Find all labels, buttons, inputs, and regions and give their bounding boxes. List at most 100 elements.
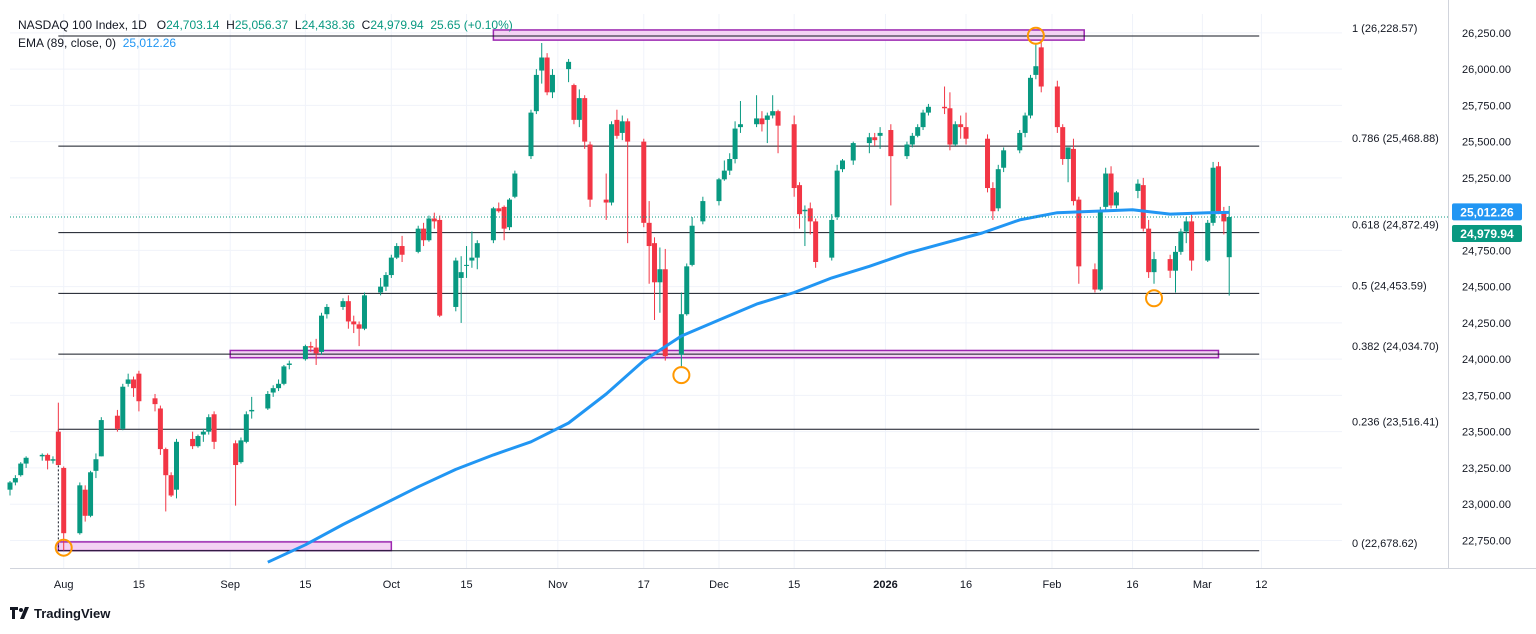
- x-tick-label: Dec: [709, 579, 729, 591]
- candle-body: [82, 489, 88, 516]
- y-tick-label: 25,250.00: [1462, 173, 1511, 185]
- candle-body: [163, 449, 169, 476]
- candle-body: [345, 301, 351, 322]
- candle-body: [131, 379, 137, 389]
- candle-body: [383, 275, 389, 287]
- candle-body: [265, 393, 271, 409]
- candle-body: [1092, 269, 1098, 290]
- legend-symbol: NASDAQ 100 Index, 1D: [18, 18, 147, 32]
- candle-body: [872, 137, 878, 141]
- y-tick-label: 25,500.00: [1462, 137, 1511, 149]
- candle-body: [490, 208, 496, 241]
- candle-body: [356, 324, 362, 329]
- candle-body: [98, 420, 104, 457]
- candle-body: [1146, 228, 1152, 273]
- candle-body: [1151, 259, 1157, 273]
- candle-body: [378, 286, 384, 293]
- candle-body: [39, 454, 45, 457]
- x-tick-label: Mar: [1193, 579, 1212, 591]
- tradingview-brand[interactable]: TradingView: [10, 606, 110, 621]
- x-tick-label: 16: [960, 579, 972, 591]
- x-tick-label: Nov: [548, 579, 568, 591]
- candle-body: [426, 218, 432, 241]
- candle-body: [1076, 199, 1082, 267]
- candle-body: [437, 219, 443, 316]
- candle-body: [1001, 150, 1007, 168]
- candle-body: [1017, 132, 1023, 151]
- ema-price-tag: [1452, 203, 1522, 221]
- candle-body: [324, 306, 330, 315]
- legend-low: 24,438.36: [301, 18, 355, 32]
- x-tick-label: 15: [299, 579, 311, 591]
- candle-body: [388, 257, 394, 276]
- candle-body: [77, 485, 83, 534]
- candle-body: [657, 269, 663, 283]
- candle-body: [249, 409, 255, 412]
- x-tick-label: 15: [133, 579, 145, 591]
- candle-body: [88, 472, 94, 516]
- legend-high: 25,056.37: [234, 18, 289, 32]
- candle-body: [174, 441, 179, 490]
- candle-body: [952, 124, 958, 145]
- candle-body: [512, 173, 518, 197]
- fib-level-label: 0.236 (23,516.41): [1352, 416, 1439, 428]
- candle-body: [206, 417, 212, 432]
- candle-body: [23, 457, 29, 464]
- candle-body: [507, 199, 512, 228]
- candle-body: [727, 159, 733, 171]
- last-price-label: 24,979.94: [1460, 227, 1514, 241]
- candle-body: [700, 201, 706, 222]
- candle-body: [243, 414, 249, 442]
- candle-body: [646, 222, 652, 247]
- candle-body: [458, 272, 464, 278]
- candle-body: [1205, 222, 1211, 261]
- candle-body: [1215, 166, 1221, 212]
- candle-body: [834, 170, 840, 218]
- candle-body: [474, 243, 480, 258]
- candle-body: [464, 264, 470, 266]
- axes: 26,250.00 26,000.00 25,750.00 25,500.00 25,2…: [10, 0, 1536, 591]
- candle-body: [286, 363, 292, 365]
- candle-body: [662, 269, 668, 357]
- x-tick-label: Feb: [1042, 579, 1061, 591]
- candle-body: [963, 127, 969, 139]
- candle-body: [152, 398, 158, 405]
- candle-body: [775, 111, 781, 126]
- candle-body: [915, 127, 921, 136]
- y-tick-label: 24,750.00: [1462, 245, 1511, 257]
- legend-high-label: H: [226, 18, 235, 32]
- candle-body: [985, 138, 991, 189]
- candle-body: [281, 366, 287, 384]
- candle-body: [533, 74, 539, 112]
- fib-level-label: 1 (26,228.57): [1352, 23, 1417, 35]
- candle-body: [549, 74, 555, 93]
- candle-body: [802, 209, 808, 212]
- legend-open-label: O: [156, 18, 167, 32]
- candle-body: [136, 373, 142, 402]
- candle-body: [652, 243, 658, 283]
- candle-body: [995, 169, 1001, 209]
- grid: [10, 14, 1342, 568]
- x-tick-label: 15: [460, 579, 472, 591]
- candle-body: [190, 438, 196, 447]
- candle-body: [1226, 217, 1232, 258]
- support-resistance-zone: [57, 541, 393, 552]
- candle-body: [625, 121, 631, 142]
- ema-price-label: 25,012.26: [1460, 205, 1514, 219]
- x-tick-label: 16: [1126, 579, 1138, 591]
- candle-body: [45, 454, 51, 461]
- candle-body: [496, 208, 502, 212]
- legend-low-label: L: [294, 18, 302, 32]
- marker-circle: [672, 366, 691, 385]
- marker-circle: [54, 538, 73, 557]
- candle-body: [850, 143, 856, 161]
- candle-body: [582, 98, 588, 142]
- candle-body: [603, 199, 609, 203]
- candle-body: [415, 228, 421, 252]
- tradingview-brand-name: TradingView: [34, 606, 111, 621]
- candle-body: [737, 124, 743, 128]
- candle-body: [394, 246, 400, 258]
- x-tick-label: Sep: [220, 579, 240, 591]
- candle-body: [797, 185, 803, 215]
